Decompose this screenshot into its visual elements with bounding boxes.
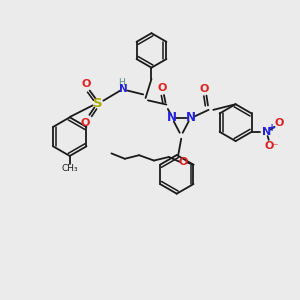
Text: CH₃: CH₃ [61, 164, 78, 173]
Text: O: O [265, 141, 274, 151]
Text: O: O [82, 79, 91, 89]
Text: O: O [157, 83, 167, 94]
Text: H: H [118, 78, 125, 87]
Text: S: S [93, 97, 103, 110]
Text: +: + [268, 123, 276, 133]
Text: ⁻: ⁻ [273, 142, 278, 153]
Text: O: O [80, 118, 90, 128]
Text: O: O [178, 157, 188, 167]
Text: N: N [119, 84, 128, 94]
Text: O: O [200, 84, 209, 94]
Text: N: N [262, 127, 271, 137]
Text: N: N [167, 111, 176, 124]
Text: N: N [186, 111, 196, 124]
Text: O: O [274, 118, 284, 128]
